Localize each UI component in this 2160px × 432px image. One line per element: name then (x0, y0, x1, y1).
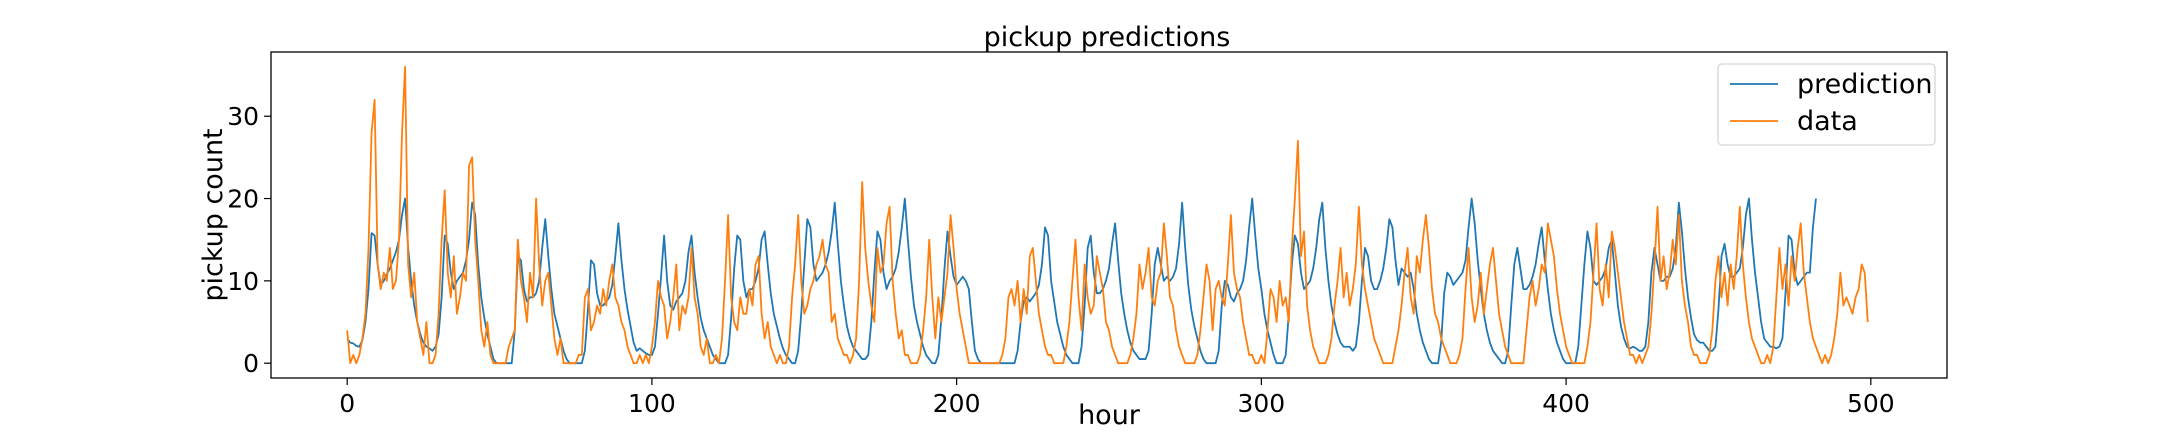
series-line-prediction (346, 197, 1817, 365)
plot-frame (270, 51, 1948, 379)
x-axis-ticks: 0 100 200 300 400 500 (339, 378, 1895, 418)
x-tick-label: 100 (628, 389, 676, 418)
legend-label-prediction: prediction (1797, 69, 1932, 100)
x-tick-label: 0 (339, 389, 355, 418)
series-group (346, 65, 1869, 365)
y-axis-label: pickup count (198, 128, 229, 301)
y-tick-label: 20 (227, 185, 259, 214)
legend-label-data: data (1797, 106, 1858, 137)
y-axis-ticks: 0 10 20 30 (227, 102, 271, 378)
x-tick-label: 300 (1238, 389, 1286, 418)
series-line-data (346, 65, 1869, 365)
y-tick-label: 30 (227, 102, 259, 131)
x-tick-label: 500 (1847, 389, 1895, 418)
x-tick-label: 200 (933, 389, 981, 418)
x-axis-label: hour (1078, 400, 1141, 431)
y-tick-label: 0 (243, 349, 259, 378)
legend: prediction data (1717, 63, 1936, 146)
chart-title: pickup predictions (984, 22, 1231, 53)
y-tick-label: 10 (227, 267, 259, 296)
x-tick-label: 400 (1542, 389, 1590, 418)
